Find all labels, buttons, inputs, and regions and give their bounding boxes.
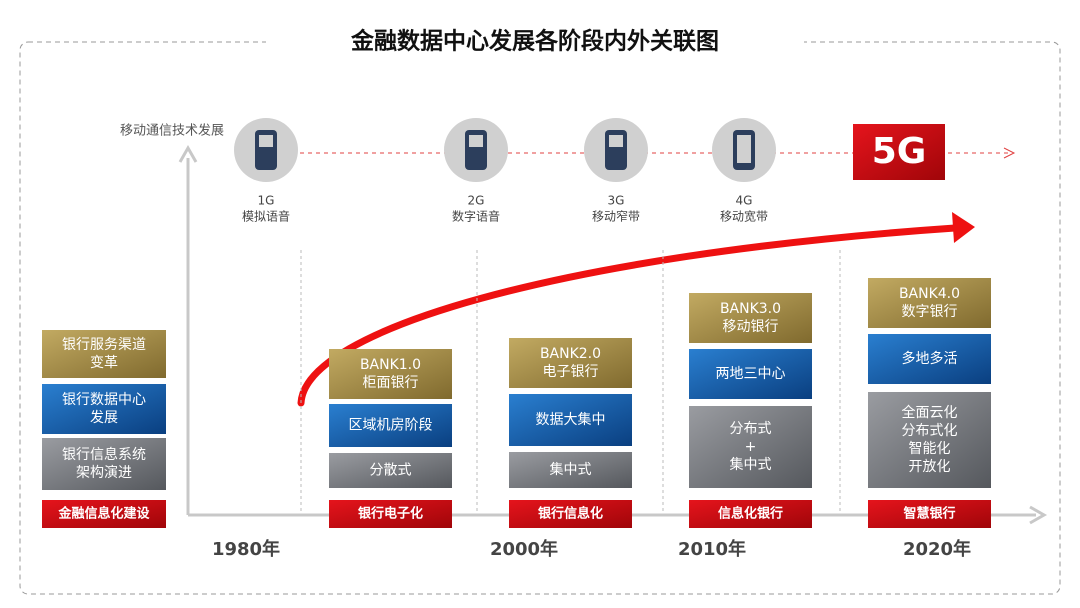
stage-footer-text: 银行电子化: [358, 506, 423, 522]
stage-channel-text: BANK2.0: [540, 346, 601, 362]
stage-channel-text: BANK4.0: [899, 286, 960, 302]
legend-block: [42, 330, 166, 378]
stage-architecture-text: 开放化: [909, 459, 951, 475]
legend-block: [42, 438, 166, 490]
stage-footer: [509, 500, 632, 528]
phone-screen: [259, 135, 273, 147]
legend-block-text: 银行信息系统: [62, 446, 146, 463]
stage-footer-text: 银行信息化: [538, 506, 603, 522]
frame: [19, 41, 1061, 595]
horizontal-axis-arrow: [1029, 505, 1048, 525]
stage-channel-text: BANK3.0: [720, 301, 781, 317]
stage-channel: [509, 338, 632, 388]
stage-architecture-text: 智能化: [909, 441, 951, 457]
generation-label: 移动窄带: [592, 209, 640, 224]
vertical-axis-arrow: [178, 144, 198, 163]
stage-datacenter: [868, 334, 991, 384]
legend-footer: [42, 500, 166, 528]
stage-channel: [868, 278, 991, 328]
generation-label: 模拟语音: [242, 209, 290, 224]
legend-block: [42, 384, 166, 434]
stage-architecture: [509, 452, 632, 488]
stage-architecture-text: 分布式化: [902, 423, 958, 439]
phone-screen: [737, 135, 751, 163]
stage-datacenter: [509, 394, 632, 446]
mobile-timeline-arrow: [1003, 147, 1016, 159]
phone-screen: [609, 135, 623, 147]
year-label: 1980年: [212, 538, 280, 560]
stage-datacenter: [329, 404, 452, 447]
stage-datacenter: [689, 349, 812, 399]
stage-channel-text: 移动银行: [723, 319, 779, 335]
generation-label: 移动宽带: [720, 209, 768, 224]
legend-block-text: 变革: [90, 355, 118, 371]
legend-block-text: 架构演进: [76, 465, 132, 481]
legend-block-text: 发展: [90, 410, 118, 426]
year-label: 2000年: [490, 538, 558, 560]
legend-footer-text: 金融信息化建设: [57, 506, 150, 522]
stage-footer-text: 智慧银行: [903, 506, 955, 522]
stage-footer: [689, 500, 812, 528]
stage-footer-text: 信息化银行: [718, 506, 783, 522]
year-label: 2010年: [678, 538, 746, 560]
generation-name: 3G: [608, 194, 625, 208]
generation-label: 数字语音: [452, 209, 500, 224]
legend-block-text: 银行数据中心: [62, 392, 146, 408]
year-label: 2020年: [903, 538, 971, 560]
title: 金融数据中心发展各阶段内外关联图: [350, 28, 719, 55]
stage-architecture: [329, 453, 452, 488]
stage-architecture: [868, 392, 991, 488]
growth-arrowhead: [952, 212, 975, 243]
stage-architecture-text: 集中式: [730, 456, 772, 473]
stage-architecture-text: 分散式: [370, 463, 412, 479]
stage-architecture-text: 分布式: [730, 421, 772, 437]
mobile-axis-label: 移动通信技术发展: [120, 123, 224, 139]
phone-screen: [469, 135, 483, 147]
legend-block-text: 银行服务渠道: [62, 337, 146, 353]
stage-channel-text: 柜面银行: [363, 375, 419, 391]
title-gap: [266, 30, 804, 54]
stage-channel-text: 电子银行: [543, 364, 599, 380]
generation-name: 4G: [736, 194, 753, 208]
generation-name: 1G: [258, 194, 275, 208]
stage-datacenter-text: 数据大集中: [536, 411, 606, 428]
fiveg-label: 5G: [872, 131, 927, 172]
stage-channel: [689, 293, 812, 343]
stage-datacenter-text: 区域机房阶段: [349, 418, 433, 434]
stage-architecture: [689, 406, 812, 488]
stage-architecture-text: +: [745, 439, 757, 455]
stage-datacenter-text: 多地多活: [902, 350, 958, 367]
stage-channel-text: 数字银行: [902, 304, 958, 320]
growth-curve: [297, 224, 959, 407]
stage-footer: [329, 500, 452, 528]
stage-datacenter-text: 两地三中心: [716, 366, 786, 382]
stage-architecture-text: 集中式: [550, 461, 592, 478]
fiveg-badge: [853, 124, 945, 180]
stage-architecture-text: 全面云化: [902, 404, 958, 421]
stage-channel-text: BANK1.0: [360, 357, 421, 373]
generation-name: 2G: [468, 194, 485, 208]
stage-footer: [868, 500, 991, 528]
stage-channel: [329, 349, 452, 399]
